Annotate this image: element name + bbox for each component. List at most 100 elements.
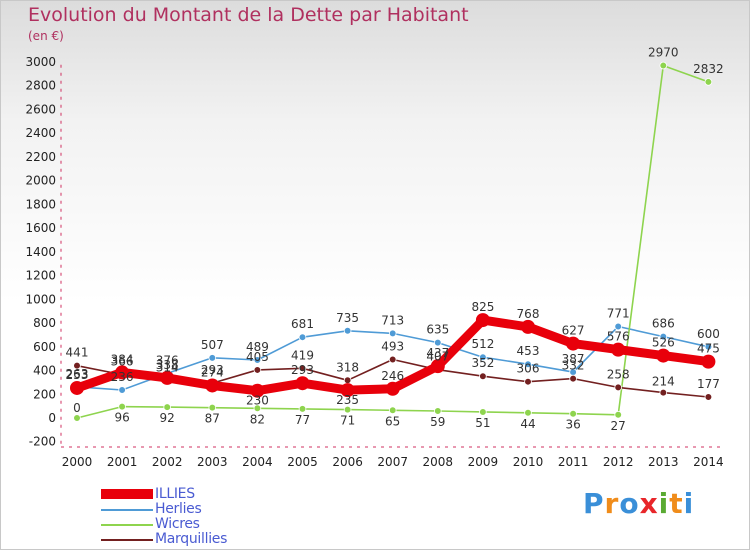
data-label: 338 [156, 358, 179, 372]
data-label: 96 [114, 411, 129, 425]
data-point [208, 354, 217, 362]
data-point [479, 372, 487, 381]
y-tick-label: 400 [33, 364, 56, 378]
data-label: 507 [201, 338, 224, 352]
y-tick-label: 2200 [25, 150, 56, 164]
data-label: 771 [607, 307, 630, 321]
series-layer [70, 61, 716, 422]
data-point [614, 410, 622, 419]
data-point [475, 313, 490, 328]
data-label: 600 [697, 327, 720, 341]
data-point [253, 404, 262, 413]
x-tick-label: 2011 [558, 455, 589, 469]
data-label: 306 [517, 362, 540, 376]
x-tick-label: 2001 [107, 455, 138, 469]
x-tick-label: 2007 [377, 455, 408, 469]
data-label: 681 [291, 317, 314, 331]
data-label: 77 [295, 413, 310, 427]
data-point [569, 374, 577, 383]
data-label: 36 [565, 418, 580, 432]
y-tick-label: 1400 [25, 245, 56, 259]
data-label: 437 [426, 346, 449, 360]
data-point [704, 78, 713, 86]
data-point [659, 332, 668, 341]
data-label: 735 [336, 311, 359, 325]
x-tick-label: 2009 [468, 455, 499, 469]
x-tick-label: 2014 [693, 455, 724, 469]
data-label: 293 [291, 363, 314, 377]
data-label: 493 [381, 339, 404, 353]
data-label: 686 [652, 317, 675, 331]
x-tick-label: 2006 [332, 455, 363, 469]
data-label: 366 [111, 355, 134, 369]
data-point [343, 376, 352, 385]
data-label: 92 [160, 411, 175, 425]
data-point [656, 348, 671, 363]
data-point [433, 338, 442, 347]
x-tick-label: 2002 [152, 455, 183, 469]
y-tick-label: 200 [33, 387, 56, 401]
data-label: 576 [607, 330, 630, 344]
logo-letter: t [669, 487, 684, 520]
data-label: 246 [381, 369, 404, 383]
data-label: 768 [517, 307, 540, 321]
x-tick-label: 2005 [287, 455, 318, 469]
logo-letter: x [639, 487, 659, 520]
data-point [343, 326, 352, 335]
data-point [479, 353, 487, 362]
x-tick-label: 2004 [242, 455, 273, 469]
y-tick-label: 1600 [25, 221, 56, 235]
data-label: 263 [66, 367, 89, 381]
data-point [160, 370, 175, 385]
legend-label: ILLIES [155, 486, 195, 502]
data-point [253, 356, 262, 364]
data-label: 65 [385, 414, 400, 428]
data-label: 512 [471, 337, 494, 351]
data-point [73, 361, 81, 370]
data-point [704, 342, 713, 351]
axes: -200 0 200 400 600 800 1000 1200 1400 1600 1800 200… [25, 55, 723, 469]
data-point [614, 322, 622, 331]
data-label: 419 [291, 348, 314, 362]
y-tick-label: 0 [48, 411, 56, 425]
data-label: 441 [66, 346, 89, 360]
data-label: 258 [607, 367, 630, 381]
data-point [611, 342, 626, 357]
data-point [343, 405, 352, 414]
y-tick-label: 2400 [25, 126, 56, 140]
data-point [569, 409, 577, 418]
data-label: 635 [426, 323, 449, 337]
data-label: 376 [156, 353, 179, 367]
x-tick-label: 2000 [62, 455, 93, 469]
logo-letter: o [619, 487, 640, 520]
data-point [388, 329, 397, 338]
y-tick-label: 600 [33, 340, 56, 354]
data-label: 293 [201, 363, 224, 377]
data-label: 387 [562, 352, 585, 366]
data-label: 318 [336, 360, 359, 374]
data-point [524, 360, 532, 369]
data-label: 230 [246, 394, 269, 408]
data-point [298, 364, 307, 373]
data-label: 235 [336, 393, 359, 407]
data-point [73, 414, 81, 422]
logo-letter: i [658, 487, 670, 520]
data-point [388, 406, 397, 415]
data-label: 82 [250, 412, 265, 426]
data-label: 177 [697, 377, 720, 391]
x-tick-label: 2012 [603, 455, 634, 469]
data-label: 274 [201, 365, 224, 379]
y-tick-label: 2000 [25, 174, 56, 188]
data-label: 384 [111, 352, 134, 366]
legend-label: Marquillies [155, 531, 228, 547]
data-point [388, 355, 397, 364]
y-tick-label: 3000 [25, 55, 56, 69]
data-point [115, 365, 130, 380]
data-label: 405 [246, 350, 269, 364]
data-label: 0 [73, 401, 81, 415]
legend-swatch [101, 539, 153, 541]
legend-swatch [101, 509, 153, 511]
data-label: 332 [562, 359, 585, 373]
data-label: 236 [111, 370, 134, 384]
